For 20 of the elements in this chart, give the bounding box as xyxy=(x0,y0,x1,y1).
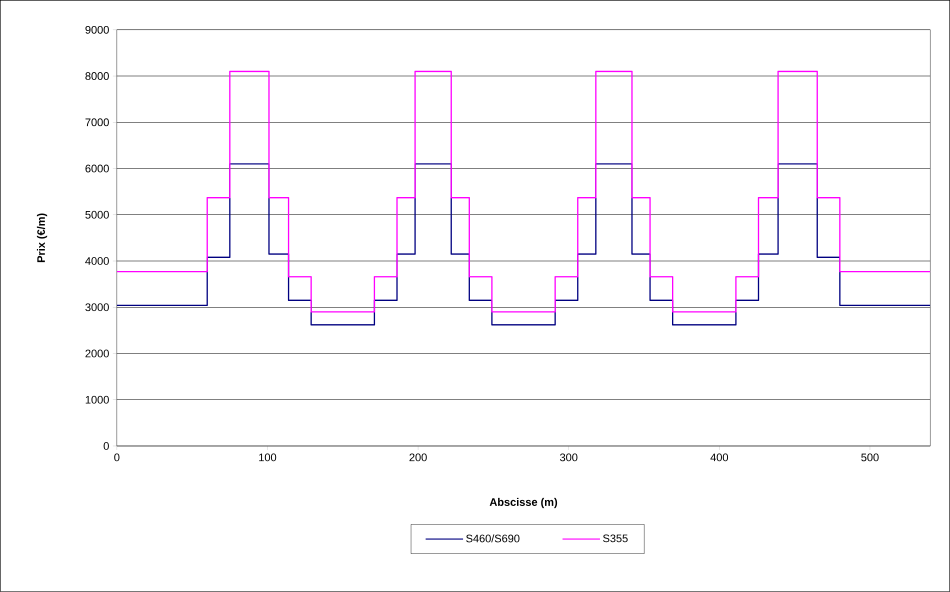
y-tick-label: 9000 xyxy=(85,26,109,34)
y-tick-label: 0 xyxy=(104,442,109,450)
y-tick-label: 8000 xyxy=(85,72,109,80)
x-tick-label: 0 xyxy=(114,454,120,462)
x-tick-label: 400 xyxy=(710,454,728,462)
x-tick-label: 500 xyxy=(861,454,879,462)
x-axis-title: Abscisse (m) xyxy=(490,498,558,508)
x-tick-label: 100 xyxy=(259,454,276,462)
y-tick-label: 1000 xyxy=(86,396,109,404)
y-tick-label: 5000 xyxy=(85,210,109,219)
x-tick-label: 300 xyxy=(560,454,578,462)
y-axis-title: Prix (€/m) xyxy=(36,214,48,262)
legend-label: S355 xyxy=(603,534,628,542)
y-tick-label: 7000 xyxy=(86,118,109,126)
y-tick-label: 6000 xyxy=(86,164,109,172)
y-tick-label: 2000 xyxy=(85,350,109,358)
y-tick-label: 3000 xyxy=(85,303,109,312)
x-tick-label: 200 xyxy=(409,454,427,462)
legend-label: S460/S690 xyxy=(466,534,520,542)
y-tick-label: 4000 xyxy=(85,257,109,265)
